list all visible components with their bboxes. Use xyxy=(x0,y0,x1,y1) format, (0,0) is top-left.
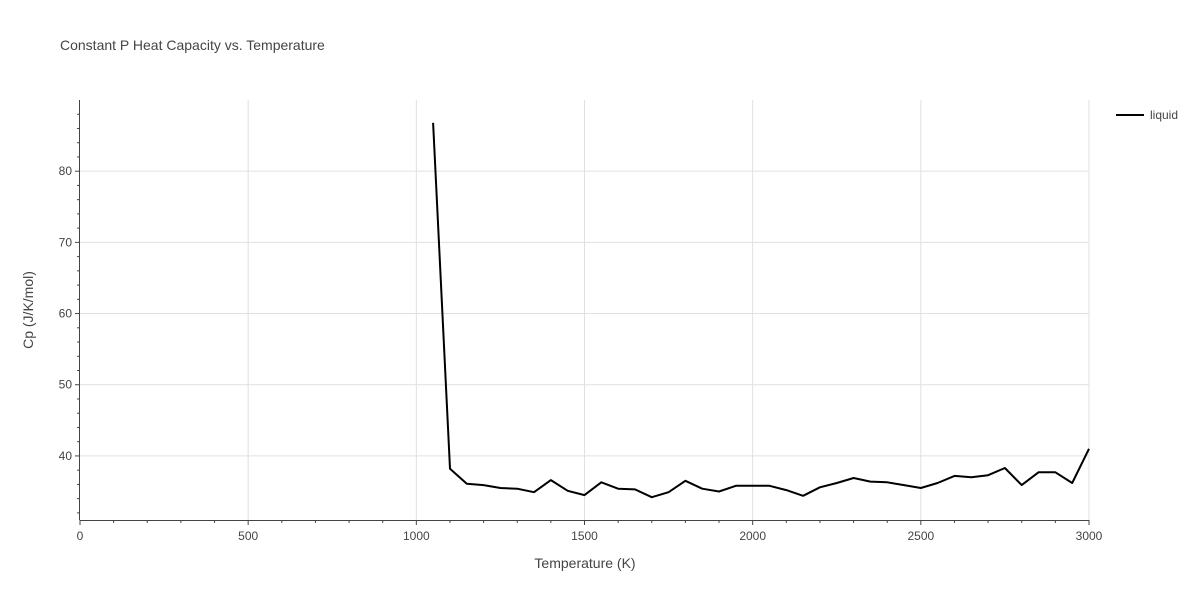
axes: 0 500 1000 1500 2000 2500 3000 40 50 60 70 80 xyxy=(59,100,1103,543)
x-tick-label: 0 xyxy=(77,529,84,543)
y-tick-label: 50 xyxy=(59,378,73,392)
grid xyxy=(80,100,1090,520)
x-tick-label: 500 xyxy=(238,529,258,543)
y-axis-title: Cp (J/K/mol) xyxy=(20,271,36,349)
y-tick-label: 40 xyxy=(59,449,73,463)
chart-title: Constant P Heat Capacity vs. Temperature xyxy=(60,37,325,53)
series-line-liquid xyxy=(432,122,1090,499)
x-tick-label: 2500 xyxy=(907,529,934,543)
x-tick-label: 3000 xyxy=(1076,529,1103,543)
series-layer xyxy=(432,122,1090,499)
x-axis-title: Temperature (K) xyxy=(534,555,635,571)
y-tick-label: 70 xyxy=(59,235,73,249)
x-tick-label: 1000 xyxy=(403,529,430,543)
legend[interactable]: liquid xyxy=(1116,108,1178,122)
x-tick-label: 2000 xyxy=(739,529,766,543)
y-tick-label: 60 xyxy=(59,307,73,321)
legend-label-liquid: liquid xyxy=(1150,108,1178,122)
x-tick-label: 1500 xyxy=(571,529,598,543)
y-tick-label: 80 xyxy=(59,164,73,178)
